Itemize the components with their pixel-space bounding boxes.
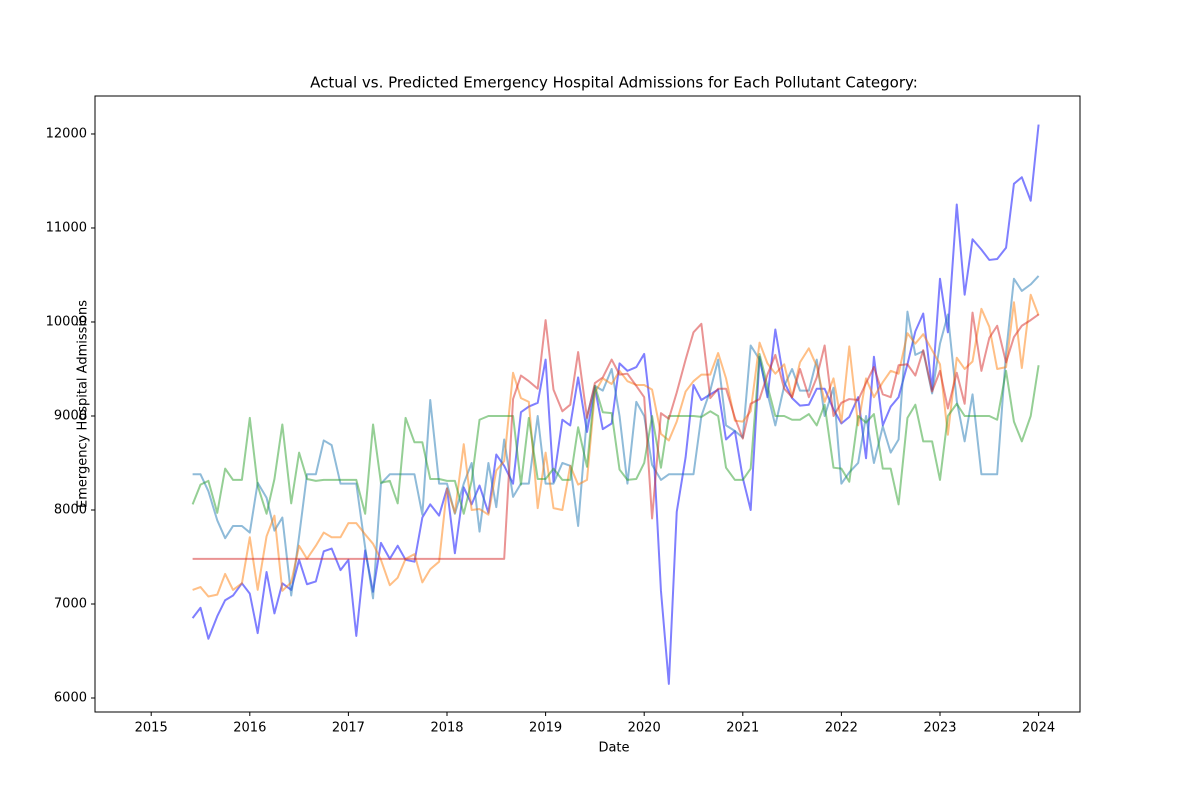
x-tick-label: 2024 bbox=[1022, 721, 1055, 736]
plot-frame bbox=[94, 95, 1081, 713]
series-line bbox=[191, 352, 1040, 515]
x-tick-label: 2019 bbox=[529, 721, 562, 736]
y-tick-label: 10000 bbox=[46, 314, 87, 329]
y-axis-label: Emergency Hospital Admissions bbox=[76, 300, 91, 508]
y-tick-label: 11000 bbox=[46, 220, 87, 235]
y-tick-label: 9000 bbox=[54, 408, 87, 423]
y-tick-label: 8000 bbox=[54, 502, 87, 517]
x-axis-label: Date bbox=[598, 741, 629, 756]
chart-title: Actual vs. Predicted Emergency Hospital … bbox=[310, 74, 918, 92]
x-tick-label: 2022 bbox=[825, 721, 858, 736]
y-tick-label: 7000 bbox=[54, 596, 87, 611]
x-tick-label: 2020 bbox=[628, 721, 661, 736]
x-tick-label: 2023 bbox=[923, 721, 956, 736]
x-tick-label: 2016 bbox=[233, 721, 266, 736]
y-tick-label: 6000 bbox=[54, 690, 87, 705]
y-tick-label: 12000 bbox=[46, 126, 87, 141]
x-tick-label: 2018 bbox=[430, 721, 463, 736]
x-tick-label: 2015 bbox=[135, 721, 168, 736]
series-line bbox=[192, 311, 1040, 560]
x-tick-label: 2021 bbox=[726, 721, 759, 736]
x-tick-label: 2017 bbox=[332, 721, 365, 736]
series-line bbox=[192, 275, 1040, 600]
